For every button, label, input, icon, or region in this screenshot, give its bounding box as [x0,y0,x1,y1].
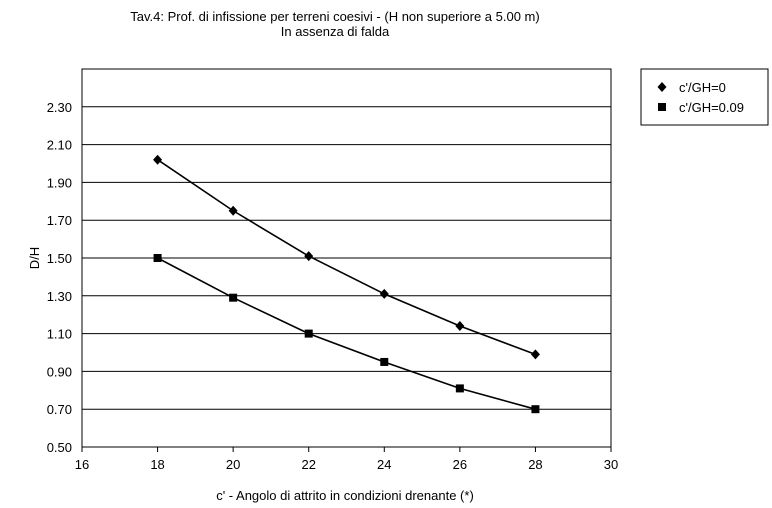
x-tick-label: 16 [75,457,89,472]
x-tick-label: 30 [604,457,618,472]
y-tick-label: 0.90 [47,364,72,379]
data-point-series-1 [153,154,163,165]
data-point-series-2 [455,384,464,393]
y-tick-label: 1.50 [47,251,72,266]
legend-label-1: c'/GH=0 [679,80,726,95]
y-tick-label: 1.10 [47,327,72,342]
y-tick-label: 2.30 [47,100,72,115]
data-point-series-2 [153,254,162,262]
y-axis-tick-labels: 0.50 0.70 0.90 1.10 1.30 1.50 1.70 1.90 2.10 2.30 [47,100,72,455]
y-tick-label: 2.10 [47,138,72,153]
data-point-series-2 [229,293,238,302]
y-tick-label: 0.50 [47,440,72,455]
series-lines [157,159,536,410]
x-axis-label: c' - Angolo di attrito in condizioni dre… [216,488,474,503]
legend-marker-1 [657,82,667,92]
x-tick-label: 24 [377,457,391,472]
legend-marker-2 [658,103,666,111]
data-point-series-1 [304,251,314,262]
data-point-series-1 [379,288,389,299]
legend-box [640,68,769,126]
x-tick-label: 28 [528,457,542,472]
data-point-series-2 [380,357,389,366]
grid-lines [82,106,611,410]
chart-subtitle: In assenza di falda [281,24,390,39]
x-tick-label: 20 [226,457,240,472]
y-tick-label: 1.70 [47,213,72,228]
x-axis-tick-labels: 16 18 20 22 24 26 28 30 [75,447,618,472]
data-point-series-1 [228,205,238,216]
y-tick-label: 1.30 [47,289,72,304]
y-tick-label: 1.90 [47,175,72,190]
data-point-series-2 [304,329,313,338]
series-markers [153,154,540,414]
data-point-series-2 [531,405,540,414]
legend: c'/GH=0 c'/GH=0.09 [640,68,769,126]
x-tick-label: 18 [150,457,164,472]
chart-title: Tav.4: Prof. di infissione per terreni c… [130,9,539,24]
data-point-series-1 [530,349,540,360]
series-line-2 [157,257,536,410]
y-tick-label: 0.70 [47,402,72,417]
legend-label-2: c'/GH=0.09 [679,100,744,115]
x-tick-label: 26 [453,457,467,472]
data-point-series-1 [455,321,465,332]
x-tick-label: 22 [301,457,315,472]
series-line-1 [157,159,536,356]
y-axis-label: D/H [27,247,42,269]
